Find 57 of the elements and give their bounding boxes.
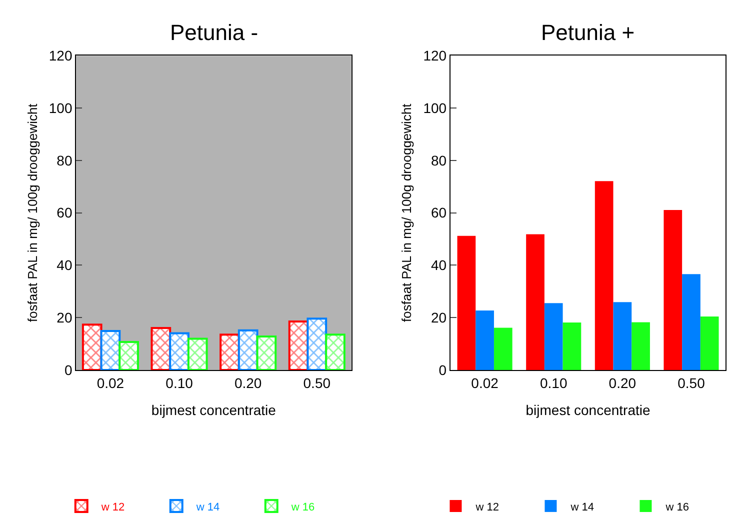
bar [169,332,190,370]
y-tick-label: 80 [56,152,72,168]
x-tick-label: 0.50 [678,374,706,391]
y-tick-label: 20 [431,309,447,326]
bar [613,302,632,370]
x-tick-label: 0.02 [96,374,124,391]
legend-entry: w 16 [264,498,315,514]
x-axis-title: bijmest concentratie [526,402,650,418]
x-tick-label: 0.10 [166,374,194,391]
x-tick-label: 0.02 [471,374,499,391]
bar [82,324,102,370]
bar [594,181,614,370]
x-tick-label: 0.20 [608,374,636,391]
x-axis-title: bijmest concentratie [151,402,276,418]
bar [118,340,139,370]
legend-label: w 12 [474,501,499,514]
y-tick-label: 120 [48,48,72,64]
chart-title: Petunia - [170,20,258,45]
y-tick-label: 40 [431,257,447,274]
bar [494,328,512,370]
y-tick-label: 60 [56,204,72,221]
bar [476,310,494,370]
y-axis-title: fosfaat PAL in mg/ 100g drooggewicht [24,103,40,322]
legend-label: w 14 [570,501,594,514]
bar [238,329,258,370]
bar [682,274,700,370]
x-tick-label: 0.50 [303,374,331,391]
y-tick-label: 60 [431,204,447,221]
bar [256,335,277,370]
bar [220,334,240,370]
bar [150,327,172,370]
legend-label: w 16 [664,501,689,514]
bar [187,338,208,370]
y-axis-title: fosfaat PAL in mg/ 100g drooggewicht [399,103,414,322]
y-tick-label: 0 [64,362,72,378]
bar [562,322,582,370]
legend-entry: w 14 [169,498,220,514]
legend-entry: w 12 [74,498,125,514]
bar [544,303,563,370]
y-tick-label: 0 [438,362,447,378]
y-tick-label: 40 [56,257,72,274]
y-tick-label: 100 [48,100,72,116]
y-tick-label: 80 [431,152,447,168]
bar [306,318,328,370]
y-tick-label: 120 [423,48,447,64]
bar [100,330,121,370]
bar [664,210,682,370]
y-tick-label: 100 [423,100,447,116]
bar [325,334,346,370]
bar [526,234,544,370]
y-tick-label: 20 [56,309,72,326]
x-tick-label: 0.10 [540,374,568,391]
x-tick-label: 0.20 [234,374,262,391]
bar [700,316,719,370]
chart-title: Petunia + [541,20,635,45]
bar [457,236,476,370]
bar [632,322,650,370]
